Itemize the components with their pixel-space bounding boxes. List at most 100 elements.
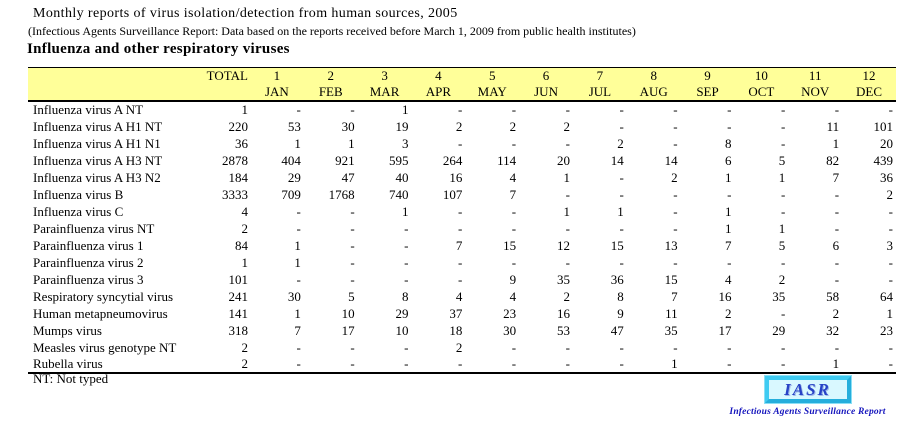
- month-value: 921: [335, 152, 355, 168]
- month-value: 3: [401, 135, 409, 151]
- month-value: 15: [610, 237, 624, 253]
- month-value: -: [888, 203, 893, 219]
- month-value: 29: [395, 305, 409, 321]
- month-value: 7: [724, 237, 732, 253]
- month-value: -: [727, 339, 732, 355]
- month-value: -: [511, 102, 517, 117]
- table-row: Parainfluenza virus NT 2 - - - - - - - - 1 1 - -: [28, 220, 896, 237]
- month-value: -: [727, 254, 732, 270]
- month-value: -: [404, 271, 409, 287]
- month-value: -: [834, 203, 840, 219]
- header-total-spacer: [198, 84, 250, 102]
- month-value: 2: [563, 118, 570, 134]
- month-value: 1: [778, 220, 786, 236]
- month-value: -: [834, 102, 840, 117]
- month-value: 1: [401, 203, 409, 219]
- month-value: -: [296, 339, 301, 355]
- iasr-logo-box[interactable]: IASR: [763, 375, 852, 404]
- month-value: -: [619, 118, 624, 134]
- month-value: -: [673, 339, 678, 355]
- header-month-name: JAN: [250, 84, 304, 102]
- month-value: 4: [509, 288, 517, 304]
- month-value: 53: [556, 322, 570, 338]
- header-month-number: 8: [626, 67, 681, 84]
- total-value: 220: [228, 118, 249, 134]
- month-value: 13: [664, 237, 678, 253]
- total-value: 318: [228, 322, 249, 338]
- month-value: 15: [664, 271, 678, 287]
- table-row: Respiratory syncytial virus 241 30 5 8 4 4 2 8 7 1…: [28, 288, 896, 305]
- virus-name: Parainfluenza virus 3: [33, 271, 144, 287]
- month-value: 101: [873, 118, 894, 134]
- month-value: -: [457, 102, 463, 117]
- month-value: 11: [665, 305, 678, 321]
- table-row: Influenza virus A H3 NT 2878 404 921 595 264 1…: [28, 152, 896, 169]
- month-value: -: [888, 220, 893, 236]
- month-value: -: [888, 254, 893, 270]
- month-value: -: [780, 186, 786, 202]
- month-value: -: [296, 102, 301, 117]
- header-month-number: 3: [357, 67, 412, 84]
- month-value: 4: [724, 271, 732, 287]
- month-value: -: [511, 339, 517, 355]
- header-month-number: 9: [680, 67, 735, 84]
- month-value: -: [411, 356, 466, 374]
- month-value: -: [350, 220, 355, 236]
- month-value: 47: [610, 322, 624, 338]
- month-value: 2: [886, 186, 894, 202]
- virus-name: Parainfluenza virus 2: [33, 254, 144, 270]
- month-value: -: [680, 356, 735, 374]
- month-value: -: [296, 220, 301, 236]
- month-value: 14: [664, 152, 678, 168]
- month-value: 1: [832, 135, 840, 151]
- table-row: Influenza virus A H3 N2 184 29 47 40 16 4 1 - 2 1 1…: [28, 169, 896, 186]
- month-value: -: [465, 356, 520, 374]
- month-value: -: [673, 102, 678, 117]
- month-value: -: [673, 186, 678, 202]
- month-value: -: [350, 339, 355, 355]
- month-value: -: [404, 254, 409, 270]
- month-value: 1: [294, 237, 301, 253]
- month-value: -: [350, 102, 355, 117]
- month-value: 1: [563, 203, 570, 219]
- month-value: -: [673, 220, 678, 236]
- month-value: 114: [497, 152, 517, 168]
- total-value: 2878: [222, 152, 248, 168]
- month-value: -: [619, 254, 624, 270]
- table-row: Parainfluenza virus 2 1 1 - - - - - - - - - - -: [28, 254, 896, 271]
- month-value: -: [457, 254, 463, 270]
- month-value: 16: [556, 305, 570, 321]
- month-value: -: [350, 254, 355, 270]
- month-value: -: [619, 220, 624, 236]
- month-value: 35: [556, 271, 570, 287]
- month-value: 1: [348, 135, 355, 151]
- month-value: -: [457, 271, 463, 287]
- total-value: 2: [198, 356, 250, 374]
- month-value: 8: [401, 288, 409, 304]
- table-header: TOTAL 1 2 3 4 5 6 7 8 9 10 11 12 JAN FEB MAR APR MAY JUN…: [28, 67, 896, 102]
- month-value: 20: [880, 135, 893, 151]
- total-value: 1: [241, 102, 249, 117]
- month-value: -: [511, 254, 517, 270]
- month-value: 4: [455, 288, 463, 304]
- virus-name: Influenza virus C: [33, 203, 124, 219]
- month-value: 8: [617, 288, 624, 304]
- table-body: Influenza virus A NT 1- -1- - - - - - - - - Influen…: [28, 101, 896, 374]
- table-row: Mumps virus 318 7 17 10 18 30 53 47 35 17 29 32 23: [28, 322, 896, 339]
- month-value: -: [780, 254, 786, 270]
- header-month-name: FEB: [303, 84, 358, 102]
- header-month-number: 5: [465, 67, 520, 84]
- header-month-number: 2: [303, 67, 358, 84]
- month-value: -: [888, 271, 893, 287]
- month-value: 5: [778, 152, 786, 168]
- virus-name: Influenza virus A H1 NT: [33, 118, 163, 134]
- total-value: 1: [241, 254, 249, 270]
- footnote: NT: Not typed: [33, 371, 109, 386]
- month-value: -: [619, 169, 624, 185]
- page-subtitle: (Infectious Agents Surveillance Report: …: [28, 24, 636, 38]
- month-value: -: [572, 356, 627, 374]
- month-value: 35: [664, 322, 678, 338]
- month-value: 36: [610, 271, 624, 287]
- month-value: 2: [778, 271, 786, 287]
- iasr-logo[interactable]: IASR Infectious Agents Surveillance Repo…: [715, 375, 900, 417]
